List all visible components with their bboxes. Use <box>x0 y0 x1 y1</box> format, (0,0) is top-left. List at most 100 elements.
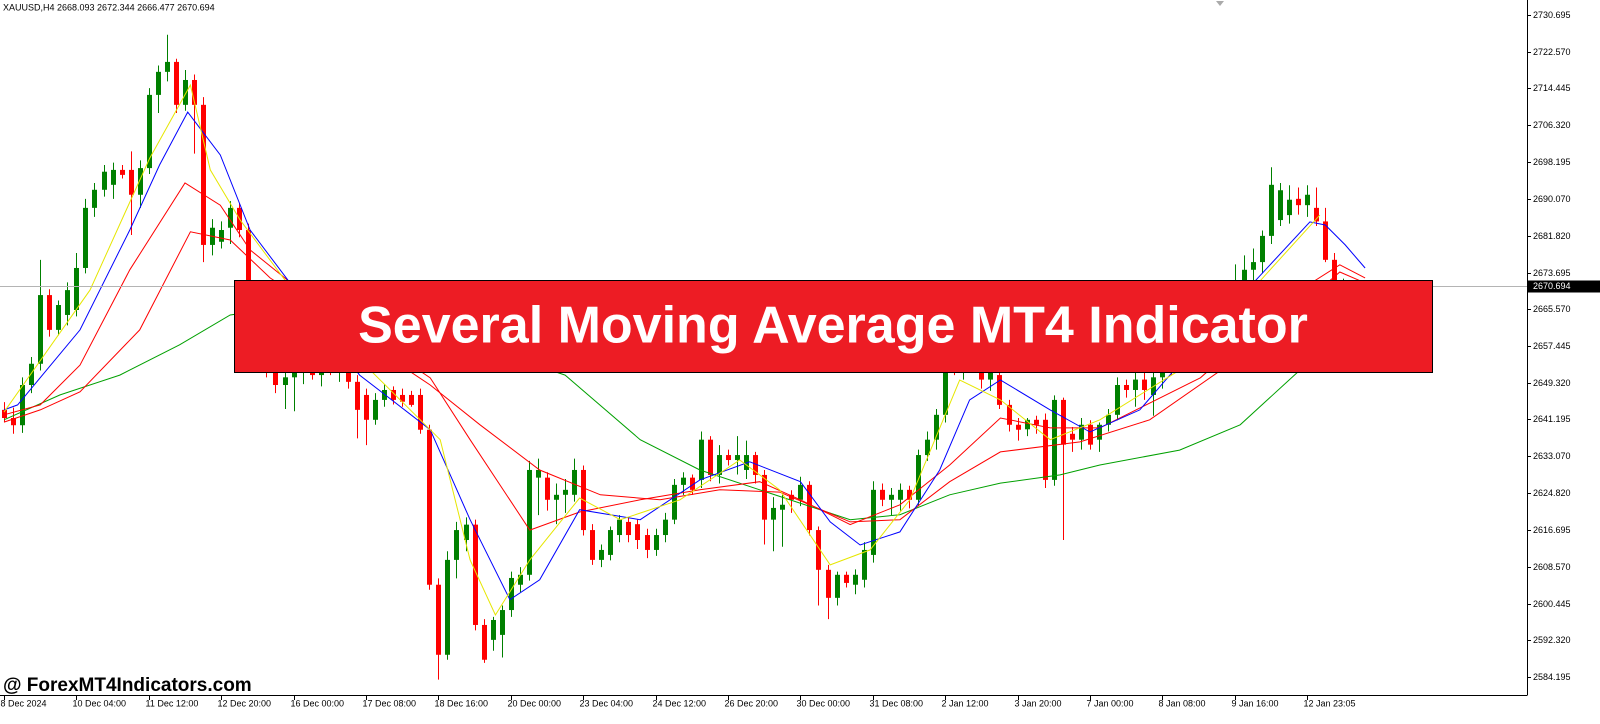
candle-body <box>889 494 894 500</box>
y-tick-label: 2681.820 <box>1533 231 1571 241</box>
candle-body <box>1061 399 1066 445</box>
candle-body <box>1260 235 1265 263</box>
candle-body <box>626 521 631 536</box>
candle-body <box>608 530 613 555</box>
x-tick-label: 2 Jan 12:00 <box>942 698 989 708</box>
candle-body <box>1296 198 1301 206</box>
candle-body <box>391 389 396 400</box>
x-tick-label: 12 Jan 23:05 <box>1304 698 1356 708</box>
candle-body <box>735 455 740 461</box>
current-price-box <box>1528 280 1600 293</box>
candle-body <box>690 477 695 490</box>
x-tick-label: 16 Dec 00:00 <box>291 698 345 708</box>
candle-body <box>853 574 858 585</box>
candle-body <box>708 439 713 475</box>
y-tick-label: 2641.195 <box>1533 414 1571 424</box>
candle-body <box>780 504 785 510</box>
x-tick-label: 10 Dec 04:00 <box>73 698 127 708</box>
candle-body <box>47 295 52 330</box>
current-price-label: 2670.694 <box>1533 281 1571 291</box>
candle-body <box>762 474 767 520</box>
candle-body <box>1016 424 1021 430</box>
x-tick-label: 30 Dec 00:00 <box>797 698 851 708</box>
candle-body <box>943 359 948 415</box>
candle-body <box>219 230 224 242</box>
candle-body <box>663 519 668 536</box>
x-tick-label: 12 Dec 20:00 <box>218 698 272 708</box>
banner <box>234 280 1433 373</box>
y-tick-label: 2616.695 <box>1533 525 1571 535</box>
candle-body <box>807 484 812 531</box>
candle-body <box>29 363 34 386</box>
candle-body <box>997 375 1002 405</box>
candle-body <box>373 399 378 420</box>
candle-body <box>880 489 885 500</box>
chart-shift-marker <box>1216 1 1224 6</box>
moving-average-line <box>3 182 1366 531</box>
y-tick-label: 2649.320 <box>1533 378 1571 388</box>
candle-body <box>1034 419 1039 425</box>
candle-body <box>1323 221 1328 260</box>
y-tick-label: 2624.820 <box>1533 488 1571 498</box>
candle-body <box>273 370 278 386</box>
candle-body <box>726 455 731 461</box>
candle-body <box>554 494 559 500</box>
candle-body <box>283 377 288 386</box>
y-tick-label: 2698.195 <box>1533 157 1571 167</box>
candle-body <box>500 610 505 635</box>
candle-body <box>129 169 134 195</box>
candle-body <box>835 574 840 598</box>
candle-body <box>916 455 921 500</box>
y-tick-label: 2714.445 <box>1533 83 1571 93</box>
candle-body <box>464 524 469 541</box>
candle-body <box>201 104 206 245</box>
candle-body <box>1097 424 1102 440</box>
candle-body <box>509 577 514 611</box>
candle-body <box>120 169 125 175</box>
x-tick-label: 3 Jan 20:00 <box>1015 698 1062 708</box>
y-tick-label: 2657.445 <box>1533 341 1571 351</box>
y-tick-label: 2608.570 <box>1533 562 1571 572</box>
candle-body <box>979 368 984 380</box>
candle-body <box>1142 379 1147 390</box>
candle-body <box>473 524 478 625</box>
candle-body <box>165 61 170 72</box>
candle-body <box>436 584 441 655</box>
candle-body <box>1332 259 1337 298</box>
candle-body <box>527 469 532 575</box>
candle-body <box>174 61 179 105</box>
y-tick-label: 2690.070 <box>1533 194 1571 204</box>
moving-average-line <box>3 231 1366 523</box>
candle-body <box>228 207 233 228</box>
candle-body <box>563 489 568 495</box>
moving-average-line <box>3 304 1366 521</box>
candle-body <box>844 574 849 583</box>
candle-body <box>988 368 993 380</box>
watermark: @ ForexMT4Indicators.com <box>3 675 252 696</box>
candle-body <box>1043 419 1048 480</box>
candle-body <box>364 394 369 420</box>
x-tick-label: 26 Dec 20:00 <box>725 698 779 708</box>
candle-body <box>518 574 523 585</box>
candle-body <box>925 439 930 456</box>
candle-body <box>1007 404 1012 425</box>
y-tick-label: 2592.320 <box>1533 635 1571 645</box>
candle-body <box>862 549 867 580</box>
x-tick-label: 7 Jan 00:00 <box>1087 698 1134 708</box>
candle-body <box>1115 385 1120 415</box>
candle-body <box>1251 262 1256 270</box>
candle-body <box>192 79 197 105</box>
x-tick-label: 23 Dec 04:00 <box>580 698 634 708</box>
candle-body <box>409 394 414 405</box>
candle-body <box>156 71 161 95</box>
x-tick-label: 31 Dec 08:00 <box>870 698 924 708</box>
candle-body <box>771 507 776 520</box>
candle-body <box>1088 424 1093 445</box>
y-tick-label: 2584.195 <box>1533 672 1571 682</box>
candle-body <box>681 477 686 485</box>
candle-body <box>1025 419 1030 430</box>
candle-body <box>934 414 939 440</box>
x-tick-label: 8 Jan 08:00 <box>1159 698 1206 708</box>
